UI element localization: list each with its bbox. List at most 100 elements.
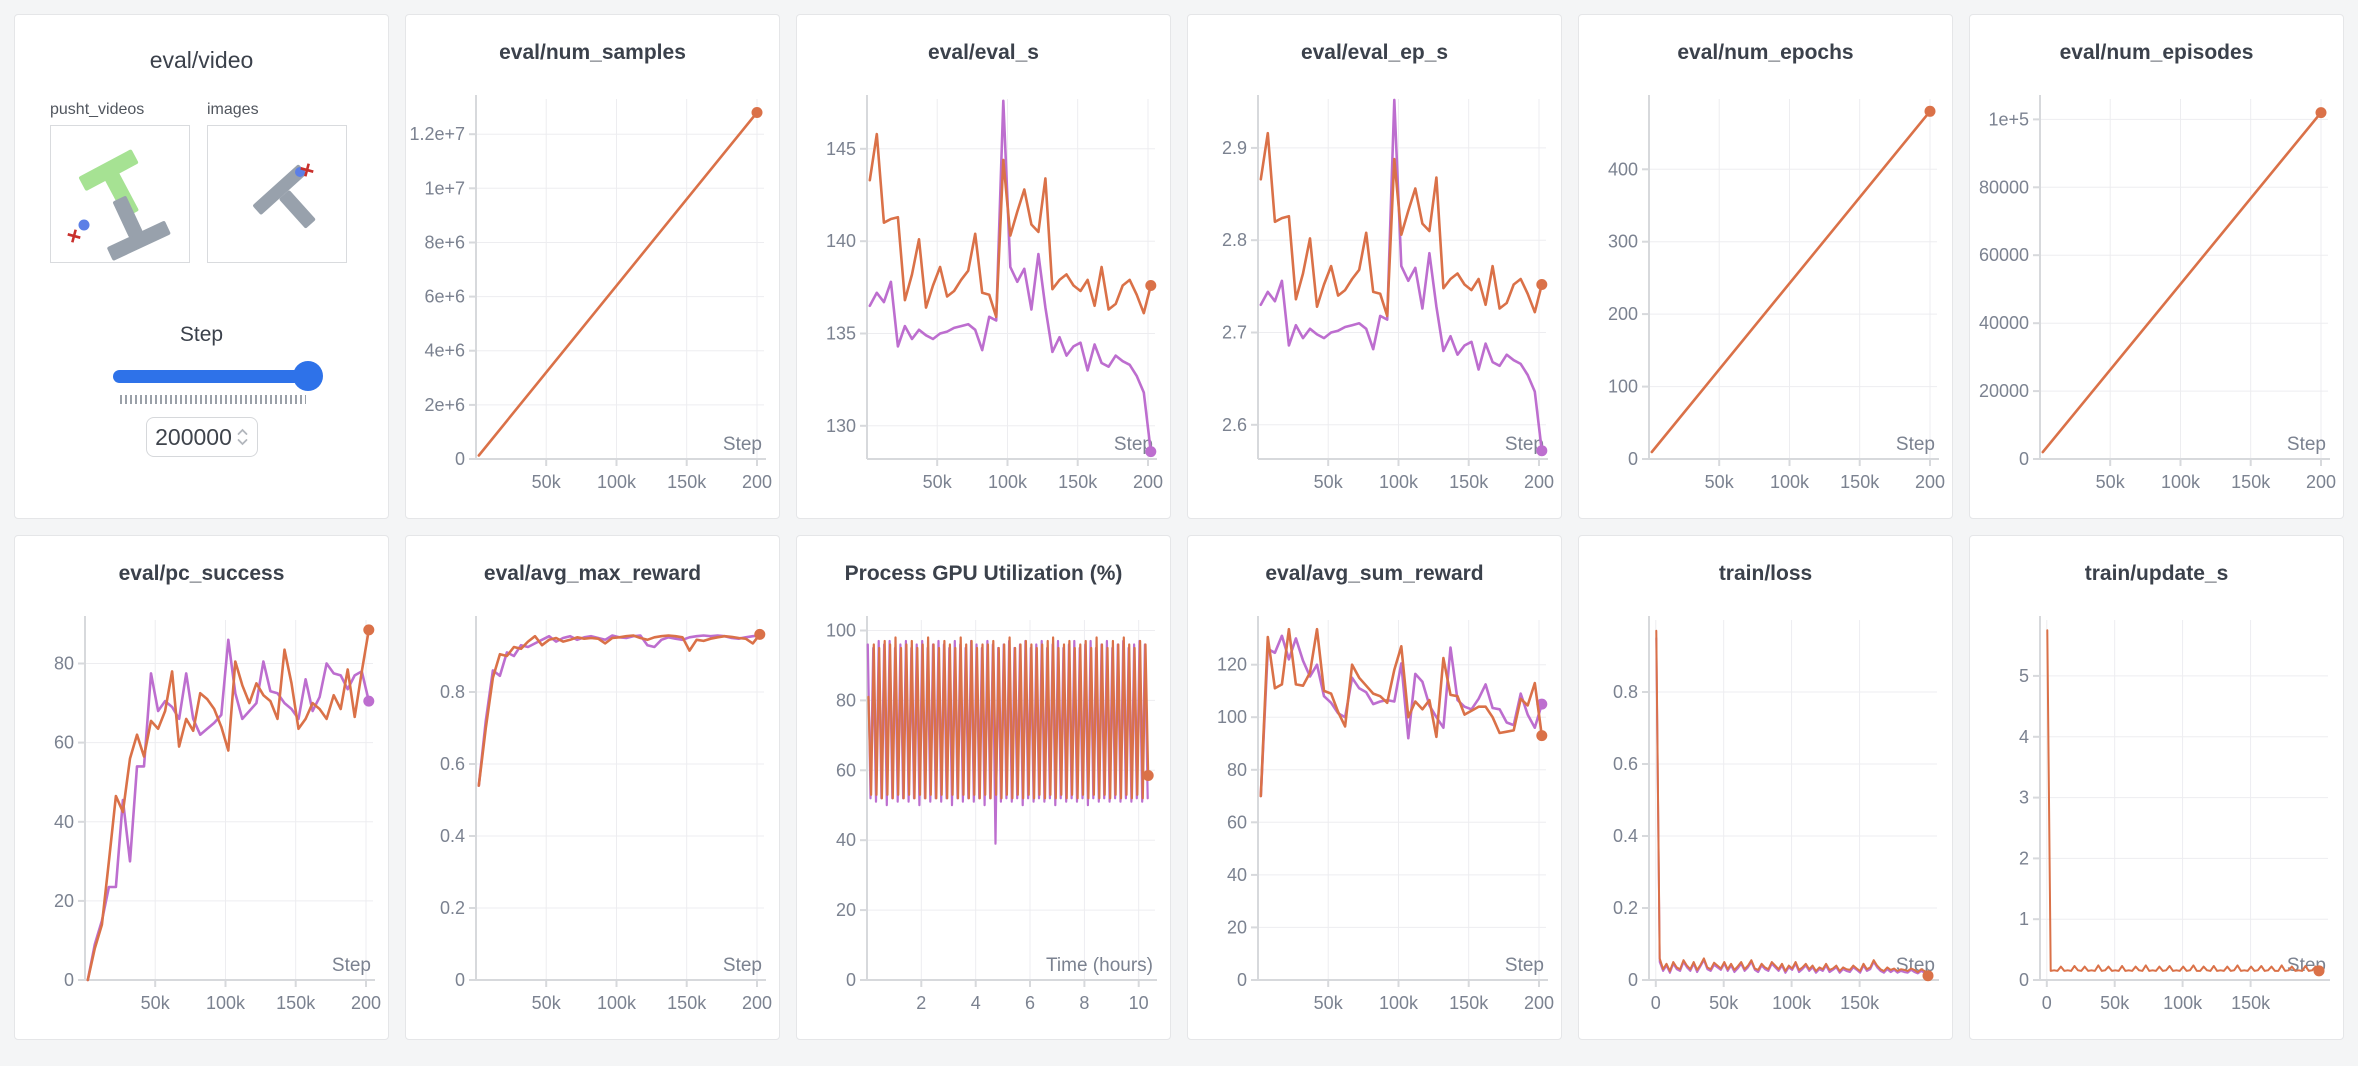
svg-text:150k: 150k xyxy=(1058,472,1098,492)
svg-text:100k: 100k xyxy=(2163,993,2203,1013)
svg-text:2.7: 2.7 xyxy=(1222,323,1247,343)
chart-eval-pc-success[interactable]: 0 20 40 60 80 50k 100k 150k 200 Step xyxy=(15,600,389,1038)
svg-text:0.2: 0.2 xyxy=(440,898,465,918)
svg-text:8e+6: 8e+6 xyxy=(424,233,465,253)
svg-text:100k: 100k xyxy=(1770,472,1810,492)
chart-title: eval/num_epochs xyxy=(1677,41,1854,64)
svg-text:50k: 50k xyxy=(532,993,562,1013)
svg-text:Step: Step xyxy=(1505,434,1544,455)
video-thumbnail-pusht[interactable] xyxy=(50,125,190,263)
svg-text:200: 200 xyxy=(1915,472,1945,492)
chart-eval-eval-ep-s[interactable]: 2.6 2.7 2.8 2.9 50k 100k 150k 200 Step xyxy=(1188,79,1562,517)
svg-text:60: 60 xyxy=(54,733,74,753)
svg-text:80: 80 xyxy=(836,690,856,710)
step-slider-label: Step xyxy=(179,323,224,346)
svg-text:2.8: 2.8 xyxy=(1222,230,1247,250)
media-panel-title: eval/video xyxy=(149,47,254,73)
panel-eval-avg-sum-reward: eval/avg_sum_reward 0 20 40 60 80 100 120 50k 10… xyxy=(1187,535,1562,1040)
svg-text:6e+6: 6e+6 xyxy=(424,287,465,307)
svg-text:1e+7: 1e+7 xyxy=(424,178,465,198)
svg-text:4e+6: 4e+6 xyxy=(424,341,465,361)
chart-eval-num-samples[interactable]: 0 2e+6 4e+6 6e+6 8e+6 1e+7 1.2e+7 50k 100k 150k 20… xyxy=(406,79,780,517)
step-slider-thumb[interactable] xyxy=(293,361,323,391)
chart-title: eval/num_episodes xyxy=(2059,41,2254,64)
svg-text:40: 40 xyxy=(1227,865,1247,885)
svg-text:100k: 100k xyxy=(597,993,637,1013)
svg-text:150k: 150k xyxy=(1840,993,1880,1013)
panel-eval-pc-success: eval/pc_success 0 20 40 60 80 50k 100k 150k 200 S… xyxy=(14,535,389,1040)
chart-title: train/loss xyxy=(1718,562,1813,585)
stepper-up-icon[interactable] xyxy=(237,428,248,436)
svg-text:135: 135 xyxy=(826,324,856,344)
svg-text:100k: 100k xyxy=(1379,993,1419,1013)
svg-text:50k: 50k xyxy=(1314,993,1344,1013)
chart-eval-avg-sum-reward[interactable]: 0 20 40 60 80 100 120 50k 100k 150k 200 Step xyxy=(1188,600,1562,1038)
svg-text:100k: 100k xyxy=(988,472,1028,492)
svg-text:150k: 150k xyxy=(276,993,316,1013)
stepper-down-icon[interactable] xyxy=(237,438,248,446)
svg-text:60: 60 xyxy=(836,760,856,780)
svg-text:130: 130 xyxy=(826,416,856,436)
svg-text:40: 40 xyxy=(836,830,856,850)
chart-title: eval/num_samples xyxy=(499,41,686,64)
svg-text:2: 2 xyxy=(916,993,926,1013)
svg-text:140: 140 xyxy=(826,231,856,251)
chart-title: eval/pc_success xyxy=(118,562,285,585)
chart-gpu-utilization[interactable]: 0 20 40 60 80 100 2 4 6 8 10 Time (hours) xyxy=(797,600,1171,1038)
step-slider-track[interactable] xyxy=(113,370,317,383)
step-input-value: 200000 xyxy=(155,423,232,450)
svg-text:100: 100 xyxy=(826,621,856,641)
chart-title: Process GPU Utilization (%) xyxy=(844,562,1123,585)
chart-eval-avg-max-reward[interactable]: 0 0.2 0.4 0.6 0.8 50k 100k 150k 200 Step xyxy=(406,600,780,1038)
svg-text:0: 0 xyxy=(1651,993,1661,1013)
panel-eval-video: eval/video pusht_videos images xyxy=(14,14,389,519)
svg-text:100: 100 xyxy=(1608,377,1638,397)
svg-text:200: 200 xyxy=(1608,304,1638,324)
svg-text:20000: 20000 xyxy=(1979,381,2029,401)
panel-train-loss: train/loss 0 0.2 0.4 0.6 0.8 0 50k 100k 150k Step xyxy=(1578,535,1953,1040)
step-slider[interactable] xyxy=(113,361,323,391)
svg-text:100k: 100k xyxy=(2161,472,2201,492)
svg-text:60000: 60000 xyxy=(1979,245,2029,265)
svg-text:50k: 50k xyxy=(1705,472,1735,492)
svg-text:150k: 150k xyxy=(667,993,707,1013)
svg-text:150k: 150k xyxy=(1449,472,1489,492)
svg-text:150k: 150k xyxy=(2231,472,2271,492)
svg-text:200: 200 xyxy=(1524,472,1554,492)
svg-text:1: 1 xyxy=(2019,909,2029,929)
svg-text:20: 20 xyxy=(836,900,856,920)
panel-gpu-utilization: Process GPU Utilization (%) 0 20 40 60 80 100… xyxy=(796,535,1171,1040)
svg-text:40000: 40000 xyxy=(1979,313,2029,333)
svg-text:200: 200 xyxy=(1133,472,1163,492)
chart-title: eval/avg_sum_reward xyxy=(1265,562,1484,585)
svg-text:Step: Step xyxy=(723,955,762,976)
svg-text:200: 200 xyxy=(351,993,381,1013)
chart-eval-num-epochs[interactable]: 0 100 200 300 400 50k 100k 150k 200 Step xyxy=(1579,79,1953,517)
svg-text:6: 6 xyxy=(1025,993,1035,1013)
chart-eval-num-episodes[interactable]: 0 20000 40000 60000 80000 1e+5 50k 100k 150k 200 S… xyxy=(1970,79,2344,517)
step-input[interactable]: 200000 xyxy=(145,417,258,457)
svg-text:0: 0 xyxy=(1237,970,1247,990)
svg-text:Step: Step xyxy=(1896,434,1935,455)
svg-text:0: 0 xyxy=(2019,449,2029,469)
svg-text:50k: 50k xyxy=(1709,993,1739,1013)
svg-text:100k: 100k xyxy=(206,993,246,1013)
svg-text:50k: 50k xyxy=(1314,472,1344,492)
panel-eval-num-episodes: eval/num_episodes 0 20000 40000 60000 80000 1… xyxy=(1969,14,2344,519)
chart-title: eval/eval_s xyxy=(928,41,1039,64)
svg-text:150k: 150k xyxy=(667,472,707,492)
svg-text:20: 20 xyxy=(1227,917,1247,937)
svg-text:50k: 50k xyxy=(2096,472,2126,492)
video-thumbnail-images[interactable] xyxy=(207,125,347,263)
svg-text:0.2: 0.2 xyxy=(1613,898,1638,918)
step-slider-ruler xyxy=(120,395,306,404)
svg-text:Step: Step xyxy=(332,955,371,976)
svg-text:0: 0 xyxy=(2042,993,2052,1013)
svg-text:60: 60 xyxy=(1227,812,1247,832)
chart-eval-eval-s[interactable]: 130 135 140 145 50k 100k 150k 200 Step xyxy=(797,79,1171,517)
panel-eval-avg-max-reward: eval/avg_max_reward 0 0.2 0.4 0.6 0.8 50k 100k… xyxy=(405,535,780,1040)
svg-text:100: 100 xyxy=(1217,707,1247,727)
